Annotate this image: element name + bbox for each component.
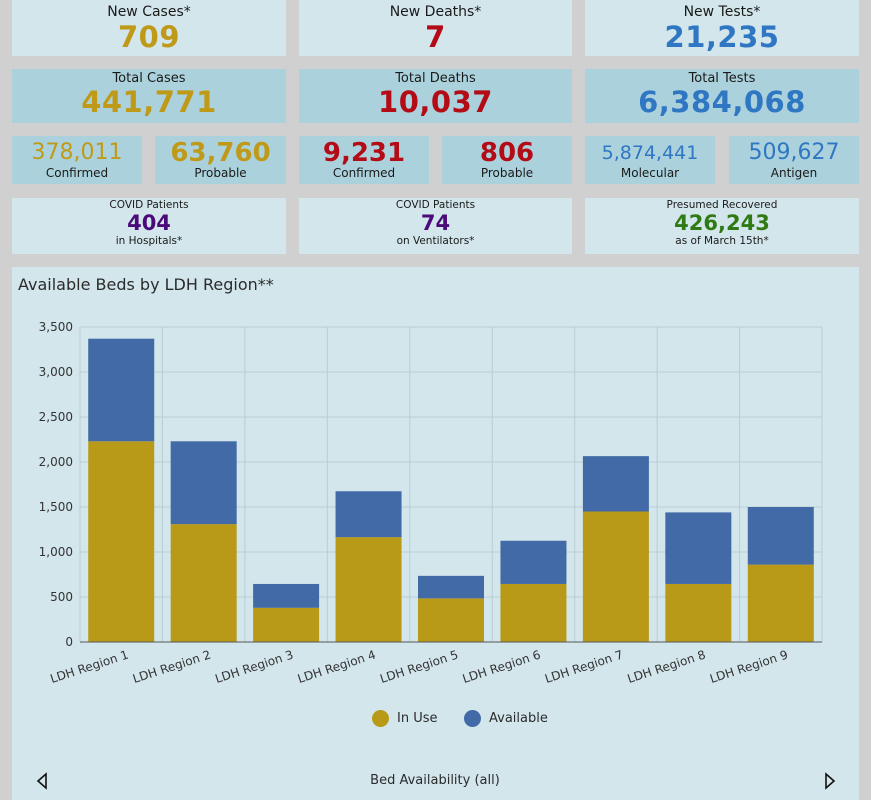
legend-in-use-label: In Use (397, 711, 438, 726)
deaths-probable-label: Probable (480, 166, 534, 180)
bar-in-use (500, 583, 567, 642)
ventilators-label-bottom: on Ventilators* (396, 235, 475, 247)
legend-available[interactable]: Available (464, 710, 548, 727)
tests-antigen-card: 509,627 Antigen (729, 136, 859, 184)
tests-molecular-card: 5,874,441 Molecular (585, 136, 715, 184)
recovered-value: 426,243 (674, 211, 770, 235)
bar-available (747, 507, 814, 565)
legend-in-use-dot (372, 710, 389, 727)
bar-available (170, 441, 237, 525)
legend-available-dot (464, 710, 481, 727)
hospitals-label-bottom: in Hospitals* (115, 235, 183, 247)
bar-in-use (253, 607, 320, 642)
cases-probable-label: Probable (194, 166, 247, 180)
recovered-label-bottom: as of March 15th* (675, 235, 769, 247)
recovered-label-top: Presumed Recovered (666, 199, 778, 211)
total-cases-card: Total Cases 441,771 (12, 69, 286, 123)
bar-available (582, 456, 649, 512)
y-tick-label: 3,000 (39, 365, 73, 379)
bar-in-use (747, 564, 814, 642)
deaths-confirmed-label: Confirmed (332, 166, 396, 180)
recovered-card: Presumed Recovered 426,243 as of March 1… (585, 198, 859, 254)
total-deaths-card: Total Deaths 10,037 (299, 69, 572, 123)
y-tick-label: 0 (65, 635, 73, 649)
x-tick-label: LDH Region 1 (49, 648, 131, 686)
bar-in-use (582, 511, 649, 642)
ventilators-card: COVID Patients 74 on Ventilators* (299, 198, 572, 254)
y-tick-label: 3,500 (39, 320, 73, 334)
ventilators-label-top: COVID Patients (395, 199, 476, 211)
chart-panel: Available Beds by LDH Region** 0 500 1,000… (12, 267, 859, 800)
deaths-confirmed-value: 9,231 (322, 138, 406, 168)
cases-confirmed-card: 378,011 Confirmed (12, 136, 142, 184)
new-deaths-card: New Deaths* 7 (299, 0, 572, 56)
total-cases-label: Total Cases (112, 71, 186, 86)
cases-confirmed-label: Confirmed (45, 166, 109, 180)
y-tick-label: 2,500 (39, 410, 73, 424)
bar-available (335, 491, 402, 538)
new-deaths-value: 7 (425, 20, 446, 54)
tests-molecular-label: Molecular (620, 166, 680, 180)
tests-antigen-value: 509,627 (748, 140, 840, 165)
total-deaths-value: 10,037 (378, 85, 493, 119)
next-arrow-icon[interactable] (824, 772, 836, 790)
new-deaths-label: New Deaths* (389, 4, 482, 20)
bar-in-use (88, 441, 155, 642)
bar-in-use (665, 583, 732, 642)
hospitals-label-top: COVID Patients (109, 199, 189, 211)
new-tests-card: New Tests* 21,235 (585, 0, 859, 56)
tests-molecular-value: 5,874,441 (601, 142, 699, 164)
x-tick-label: LDH Region 9 (708, 648, 790, 686)
beds-chart: 0 500 1,000 1,500 2,000 2,500 3,000 3,500 LDH Re… (39, 320, 823, 686)
bar-available (253, 583, 320, 608)
legend-in-use[interactable]: In Use (372, 710, 438, 727)
ventilators-value: 74 (420, 211, 451, 235)
x-tick-label: LDH Region 8 (626, 648, 708, 686)
y-tick-label: 1,000 (39, 545, 73, 559)
y-tick-label: 2,000 (39, 455, 73, 469)
bar-available (500, 540, 567, 584)
bar-in-use (170, 524, 237, 642)
new-tests-value: 21,235 (664, 20, 780, 54)
deaths-probable-card: 806 Probable (442, 136, 572, 184)
total-tests-label: Total Tests (688, 71, 756, 86)
bar-in-use (335, 537, 402, 642)
new-tests-label: New Tests* (683, 4, 761, 20)
bar-available (665, 512, 732, 584)
total-deaths-label: Total Deaths (395, 71, 476, 86)
bar-available (88, 338, 155, 442)
deaths-confirmed-card: 9,231 Confirmed (299, 136, 429, 184)
tests-antigen-label: Antigen (770, 166, 818, 180)
cases-probable-card: 63,760 Probable (155, 136, 286, 184)
chart-nav-bar: Bed Availability (all) (24, 763, 846, 800)
deaths-probable-value: 806 (479, 138, 535, 168)
nav-label: Bed Availability (all) (370, 773, 500, 788)
x-tick-label: LDH Region 7 (543, 648, 625, 686)
new-cases-card: New Cases* 709 (12, 0, 286, 56)
new-cases-label: New Cases* (107, 4, 191, 20)
cases-confirmed-value: 378,011 (31, 140, 123, 165)
hospitals-card: COVID Patients 404 in Hospitals* (12, 198, 286, 254)
y-tick-label: 500 (50, 590, 73, 604)
total-tests-card: Total Tests 6,384,068 (585, 69, 859, 123)
cases-probable-value: 63,760 (170, 138, 271, 168)
new-cases-value: 709 (117, 20, 181, 54)
x-tick-label: LDH Region 3 (213, 648, 295, 686)
total-cases-value: 441,771 (81, 85, 217, 119)
legend-available-label: Available (489, 711, 548, 726)
x-tick-label: LDH Region 2 (131, 648, 213, 686)
x-tick-label: LDH Region 6 (461, 648, 543, 686)
x-tick-label: LDH Region 5 (378, 648, 460, 686)
bar-available (418, 575, 484, 599)
prev-arrow-icon[interactable] (36, 772, 48, 790)
x-tick-label: LDH Region 4 (296, 648, 378, 686)
hospitals-value: 404 (127, 211, 171, 235)
bar-in-use (418, 598, 484, 642)
chart-title: Available Beds by LDH Region** (18, 275, 274, 294)
y-tick-label: 1,500 (39, 500, 73, 514)
total-tests-value: 6,384,068 (638, 85, 806, 119)
